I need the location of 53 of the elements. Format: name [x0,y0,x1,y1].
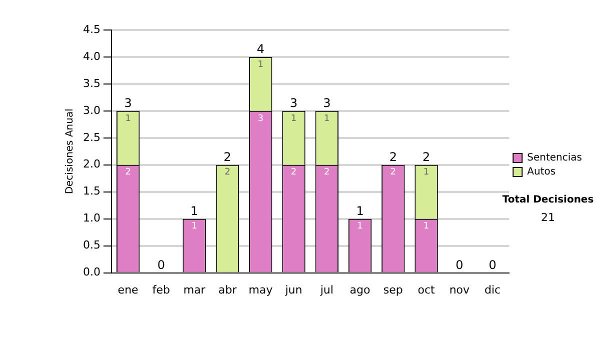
data-label: 1 [290,114,297,124]
x-tick-label: nov [449,283,470,296]
data-label: 1 [357,222,363,232]
total-label: 2 [422,150,430,164]
x-tick-label: ago [350,283,371,296]
data-label: 1 [191,222,198,232]
y-tick-label: 4.0 [82,50,100,63]
total-label: 3 [290,96,298,110]
total-label: 0 [157,258,166,272]
data-label: 1 [258,60,264,70]
data-label: 1 [423,168,430,178]
y-tick-label: 3.5 [82,76,100,90]
total-label: 0 [456,258,464,272]
data-label: 1 [324,114,330,124]
y-tick-label: 2.0 [82,158,100,171]
total-label: 0 [488,258,496,272]
total-label: 4 [256,42,264,56]
data-label: 2 [125,168,131,178]
total-label: 2 [389,150,397,164]
data-label: 1 [423,222,430,232]
x-tick-label: feb [152,283,170,296]
x-tick-label: jun [284,283,302,296]
total-label: 3 [323,96,331,110]
data-label: 3 [258,114,264,124]
x-tick-label: jul [319,283,334,296]
y-tick-label: 1.5 [82,184,100,198]
data-label: 2 [224,168,230,178]
x-tick-label: ene [118,283,139,296]
data-label: 2 [324,168,330,178]
total-label: 1 [356,204,364,218]
y-axis-title: Decisiones Anual [64,108,76,194]
annotation: Total Decisiones [502,194,594,206]
x-tick-label: mar [183,283,206,296]
data-label: 2 [290,168,297,178]
legend-label: Autos [527,166,556,178]
y-tick-label: 0.0 [82,266,100,279]
x-tick-label: may [248,283,274,296]
x-tick-label: abr [218,283,238,296]
y-tick-label: 3.0 [82,104,100,117]
total-label: 1 [190,204,198,218]
y-tick-label: 0.5 [82,238,100,252]
total-label: 3 [124,96,132,110]
data-label: 2 [390,168,396,178]
legend-label: Sentencias [527,152,582,164]
x-tick-label: dic [484,283,501,296]
data-label: 1 [125,114,131,124]
total-label: 2 [224,150,232,164]
x-tick-label: oct [418,283,436,296]
text: 21 [541,210,555,224]
x-tick-label: sep [383,283,403,296]
y-tick-label: 1.0 [82,212,100,225]
y-tick-label: 4.5 [82,22,100,36]
y-tick-label: 2.5 [82,130,100,144]
